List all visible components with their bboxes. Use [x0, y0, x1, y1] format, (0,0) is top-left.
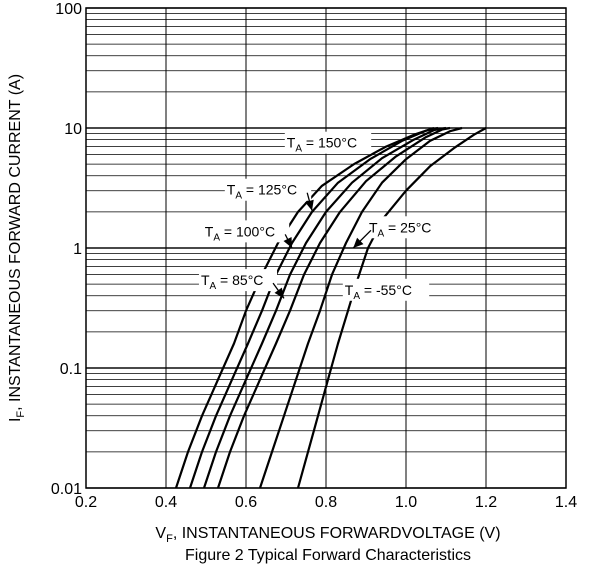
label-pre: T	[369, 219, 378, 235]
curve-label-text: TA = 25°C	[369, 219, 431, 239]
label-post: = 125°C	[242, 182, 297, 198]
label-pre: T	[205, 223, 214, 239]
curve-label-1: TA = 150°C	[284, 131, 372, 155]
label-pre: T	[287, 135, 296, 151]
grid-lines	[85, 7, 567, 489]
x-axis-label: VF, INSTANTANEOUS FORWARDVOLTAGE (V)	[155, 525, 500, 545]
curve-series-5	[258, 126, 463, 489]
label-sub: A	[235, 191, 242, 202]
curve-label-text: TA = 100°C	[205, 223, 275, 243]
label-background	[342, 278, 430, 301]
x-axis-label-sub: F	[166, 533, 173, 545]
curve-label-4: TA = 85°C	[198, 269, 285, 299]
x-tick-label: 0.8	[315, 494, 337, 511]
y-tick-label: 0.1	[60, 361, 82, 378]
x-tick-label: 0.6	[235, 494, 257, 511]
arrowhead-icon	[274, 287, 284, 299]
label-background	[366, 216, 446, 239]
label-post: = 100°C	[220, 223, 275, 239]
label-post: = 25°C	[384, 219, 431, 235]
curve-labels: TA = 150°CTA = 125°CTA = 100°CTA = 85°CT…	[198, 131, 446, 302]
x-tick-label: 1.0	[395, 494, 417, 511]
curve-label-5: TA = 25°C	[352, 216, 446, 249]
curve-label-text: TA = -55°C	[345, 282, 412, 302]
x-axis-label-pre: V	[155, 525, 166, 542]
curve-series-2	[188, 126, 439, 489]
y-tick-labels: 0.01 0.1 1 10 100	[51, 1, 82, 498]
curve-series-1	[174, 126, 435, 489]
curve-series-6	[296, 127, 487, 489]
arrowhead-icon	[353, 237, 364, 248]
label-background	[202, 220, 290, 243]
curve-series-3	[202, 126, 447, 489]
curve-label-text: TA = 85°C	[201, 272, 263, 292]
arrowhead-icon	[305, 199, 314, 211]
label-post: = -55°C	[360, 282, 412, 298]
label-background	[198, 269, 278, 292]
label-post: = 150°C	[302, 135, 357, 151]
y-axis-label-post: , INSTANTANEOUS FORWARD CURRENT (A)	[7, 74, 24, 411]
x-tick-label: 0.2	[75, 494, 97, 511]
arrowhead-icon	[283, 237, 292, 248]
x-axis-label-post: , INSTANTANEOUS FORWARDVOLTAGE (V)	[173, 525, 501, 542]
x-tick-label: 1.4	[555, 494, 577, 511]
curve-series-4	[216, 126, 451, 489]
y-tick-label: 100	[55, 1, 82, 18]
curve-label-3: TA = 100°C	[202, 220, 293, 249]
x-tick-label: 0.4	[155, 494, 177, 511]
label-sub: A	[353, 291, 360, 302]
label-pre: T	[345, 282, 354, 298]
label-pre: T	[227, 182, 236, 198]
y-axis-label-sub: F	[15, 411, 27, 418]
label-sub: A	[213, 232, 220, 243]
curves	[174, 126, 487, 489]
label-sub: A	[378, 228, 385, 239]
y-tick-label: 0.01	[51, 481, 82, 498]
label-post: = 85°C	[216, 272, 263, 288]
curve-label-2: TA = 125°C	[224, 178, 314, 211]
curve-label-6: TA = -55°C	[342, 278, 430, 302]
curve-label-text: TA = 125°C	[227, 182, 297, 202]
y-tick-label: 1	[73, 241, 82, 258]
x-tick-labels: 0.2 0.4 0.6 0.8 1.0 1.2 1.4	[75, 494, 577, 511]
figure-caption: Figure 2 Typical Forward Characteristics	[185, 547, 471, 564]
label-sub: A	[210, 281, 217, 292]
label-background	[284, 131, 372, 154]
label-sub: A	[295, 144, 302, 155]
y-tick-label: 10	[64, 121, 82, 138]
curve-label-text: TA = 150°C	[287, 135, 357, 155]
label-pre: T	[201, 272, 210, 288]
plot-frame	[85, 7, 567, 489]
y-axis-label-pre: I	[7, 418, 24, 422]
x-tick-label: 1.2	[475, 494, 497, 511]
label-background	[224, 178, 312, 201]
y-axis-label: IF, INSTANTANEOUS FORWARD CURRENT (A)	[7, 74, 27, 422]
